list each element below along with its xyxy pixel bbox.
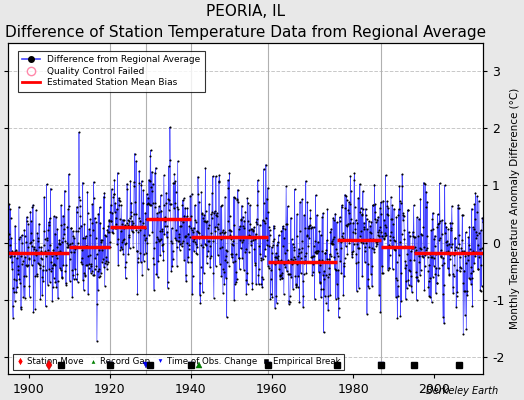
Legend: Station Move, Record Gap, Time of Obs. Change, Empirical Break: Station Move, Record Gap, Time of Obs. C… [13,354,344,370]
Text: Berkeley Earth: Berkeley Earth [425,386,498,396]
Title: PEORIA, IL
Difference of Station Temperature Data from Regional Average: PEORIA, IL Difference of Station Tempera… [5,4,486,40]
Y-axis label: Monthly Temperature Anomaly Difference (°C): Monthly Temperature Anomaly Difference (… [510,88,520,329]
